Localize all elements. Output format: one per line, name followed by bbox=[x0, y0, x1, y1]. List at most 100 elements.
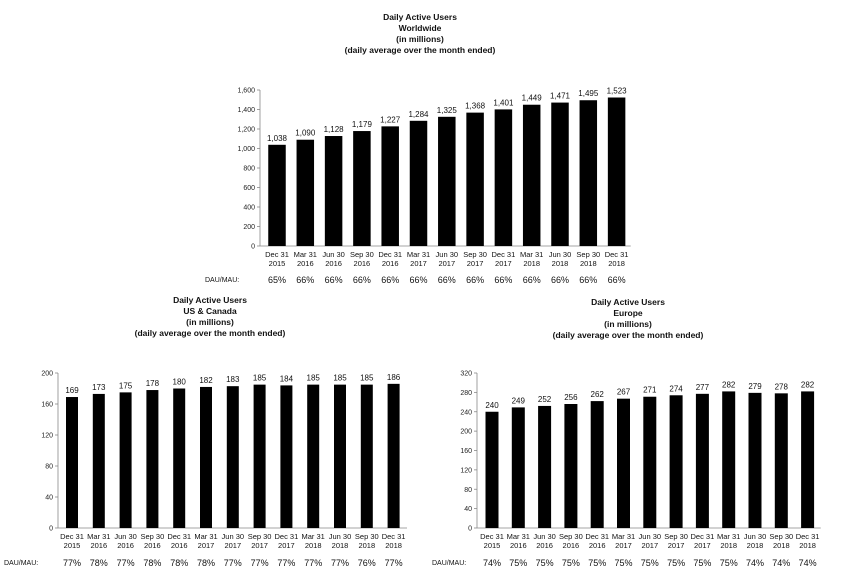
bar bbox=[324, 136, 343, 246]
x-tick-label-year: 2016 bbox=[144, 541, 161, 550]
dau-mau-value: 77% bbox=[224, 558, 242, 568]
dau-mau-value: 77% bbox=[277, 558, 295, 568]
title-line: (in millions) bbox=[186, 317, 234, 327]
x-tick-label-year: 2017 bbox=[410, 259, 427, 268]
chart-title: Daily Active Users Worldwide (in million… bbox=[320, 12, 520, 56]
x-tick-label-year: 2016 bbox=[510, 541, 527, 550]
bar bbox=[119, 392, 132, 528]
title-line: (daily average over the month ended) bbox=[344, 45, 496, 55]
data-label: 1,038 bbox=[267, 134, 288, 143]
bar bbox=[360, 384, 373, 528]
bar bbox=[695, 393, 709, 528]
data-label: 185 bbox=[333, 374, 347, 383]
y-tick-label: 800 bbox=[243, 166, 255, 173]
x-tick-label-year: 2017 bbox=[224, 541, 241, 550]
data-label: 186 bbox=[387, 373, 401, 382]
data-label: 1,284 bbox=[408, 110, 429, 119]
data-label: 256 bbox=[564, 393, 578, 402]
data-label: 282 bbox=[801, 380, 815, 389]
x-tick-label-year: 2018 bbox=[385, 541, 402, 550]
bar bbox=[511, 407, 525, 528]
x-tick-label-year: 2016 bbox=[171, 541, 188, 550]
data-label: 278 bbox=[775, 382, 789, 391]
data-label: 178 bbox=[146, 379, 160, 388]
data-label: 175 bbox=[119, 381, 133, 390]
dau-mau-value: 66% bbox=[325, 275, 343, 285]
title-line: Daily Active Users bbox=[383, 12, 457, 22]
x-tick-label: Mar 31 bbox=[520, 250, 543, 259]
dau-mau-value: 77% bbox=[251, 558, 269, 568]
y-tick-label: 280 bbox=[460, 390, 472, 397]
dau-mau-value: 75% bbox=[509, 558, 527, 568]
title-line: (daily average over the month ended) bbox=[134, 328, 286, 338]
data-label: 1,449 bbox=[522, 94, 543, 103]
x-tick-label-year: 2018 bbox=[580, 259, 597, 268]
bar bbox=[381, 126, 399, 246]
bar bbox=[438, 116, 456, 246]
x-tick-label: Jun 30 bbox=[436, 250, 459, 259]
y-tick-label: 0 bbox=[468, 526, 472, 533]
y-tick-label: 0 bbox=[251, 244, 255, 251]
title-line: (daily average over the month ended) bbox=[552, 330, 704, 340]
dau-mau-value: 66% bbox=[409, 275, 427, 285]
dau-mau-label: DAU/MAU: bbox=[432, 560, 466, 567]
data-label: 271 bbox=[643, 386, 657, 395]
bar bbox=[494, 109, 513, 246]
chart-title: Daily Active Users US & Canada (in milli… bbox=[110, 295, 310, 339]
data-label: 1,495 bbox=[578, 89, 599, 98]
bar bbox=[564, 404, 578, 528]
bar bbox=[409, 120, 428, 246]
x-tick-label: Jun 30 bbox=[533, 532, 556, 541]
bar bbox=[485, 411, 499, 528]
x-tick-label-year: 2018 bbox=[720, 541, 737, 550]
bar bbox=[146, 390, 159, 528]
bar bbox=[226, 386, 239, 528]
bar bbox=[66, 397, 78, 528]
x-tick-label: Dec 31 bbox=[796, 532, 820, 541]
x-tick-label: Dec 31 bbox=[605, 250, 629, 259]
x-tick-label: Dec 31 bbox=[378, 250, 402, 259]
data-label: 183 bbox=[226, 375, 240, 384]
y-tick-label: 400 bbox=[243, 205, 255, 212]
x-tick-label: Mar 31 bbox=[612, 532, 635, 541]
bar bbox=[253, 384, 266, 528]
y-tick-label: 80 bbox=[464, 487, 472, 494]
dau-mau-value: 75% bbox=[720, 558, 738, 568]
x-tick-label-year: 2018 bbox=[773, 541, 790, 550]
data-label: 249 bbox=[512, 396, 526, 405]
x-tick-label: Sep 30 bbox=[769, 532, 793, 541]
x-tick-label-year: 2016 bbox=[297, 259, 314, 268]
data-label: 185 bbox=[253, 374, 267, 383]
x-tick-label-year: 2016 bbox=[382, 259, 399, 268]
x-tick-label-year: 2015 bbox=[64, 541, 81, 550]
dau-mau-value: 77% bbox=[331, 558, 349, 568]
dau-mau-value: 66% bbox=[608, 275, 626, 285]
y-tick-label: 1,400 bbox=[237, 107, 255, 114]
dau-mau-value: 78% bbox=[170, 558, 188, 568]
dau-mau-value: 66% bbox=[551, 275, 569, 285]
y-tick-label: 200 bbox=[460, 429, 472, 436]
dau-mau-value: 78% bbox=[197, 558, 215, 568]
data-label: 182 bbox=[199, 376, 213, 385]
bar bbox=[617, 398, 630, 528]
title-line: Worldwide bbox=[398, 23, 442, 33]
y-tick-label: 120 bbox=[460, 467, 472, 474]
data-label: 169 bbox=[65, 386, 79, 395]
x-tick-label-year: 2017 bbox=[641, 541, 658, 550]
dau-mau-value: 74% bbox=[483, 558, 501, 568]
y-tick-label: 40 bbox=[45, 495, 53, 502]
x-tick-label: Mar 31 bbox=[87, 532, 110, 541]
bar bbox=[353, 131, 371, 246]
bar bbox=[280, 385, 293, 528]
x-tick-label-year: 2018 bbox=[799, 541, 816, 550]
x-tick-label: Jun 30 bbox=[222, 532, 245, 541]
x-tick-label-year: 2018 bbox=[305, 541, 322, 550]
data-label: 1,325 bbox=[437, 106, 458, 115]
x-tick-label-year: 2016 bbox=[589, 541, 606, 550]
y-tick-label: 40 bbox=[464, 506, 472, 513]
x-tick-label: Dec 31 bbox=[691, 532, 715, 541]
x-tick-label: Jun 30 bbox=[329, 532, 352, 541]
x-tick-label-year: 2015 bbox=[484, 541, 501, 550]
bar bbox=[643, 396, 657, 528]
